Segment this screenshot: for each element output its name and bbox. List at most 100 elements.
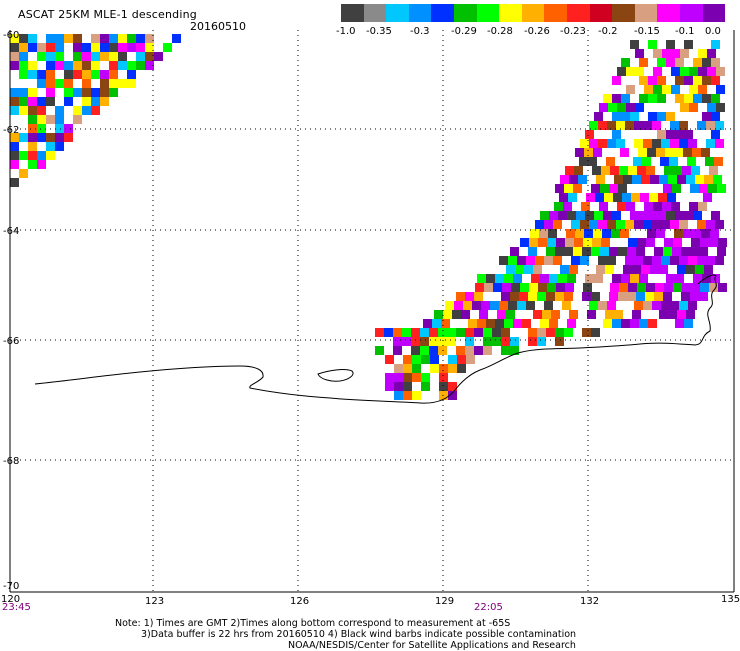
data-pixel: [488, 265, 497, 274]
data-pixel: [646, 238, 655, 247]
data-pixel: [448, 391, 457, 400]
data-pixel: [648, 94, 657, 103]
data-pixel: [641, 310, 650, 319]
data-pixel: [641, 265, 650, 274]
data-pixel: [637, 238, 646, 247]
data-pixel: [652, 220, 661, 229]
data-pixel: [403, 373, 412, 382]
data-pixel: [641, 175, 650, 184]
data-pixel: [706, 220, 715, 229]
data-pixel: [610, 283, 619, 292]
data-pixel: [707, 85, 716, 94]
data-pixel: [567, 319, 576, 328]
data-pixel: [677, 310, 686, 319]
data-pixel: [28, 160, 37, 169]
data-pixel: [688, 139, 697, 148]
data-pixel: [701, 229, 710, 238]
data-pixel: [19, 88, 28, 97]
data-pixel: [626, 202, 635, 211]
data-pixel: [661, 256, 670, 265]
data-pixel: [118, 61, 127, 70]
data-pixel: [617, 202, 626, 211]
data-pixel: [648, 40, 657, 49]
data-pixel: [529, 283, 538, 292]
data-pixel: [632, 265, 641, 274]
data-pixel: [450, 319, 459, 328]
data-pixel: [586, 193, 595, 202]
data-pixel: [37, 61, 46, 70]
data-pixel: [643, 139, 652, 148]
data-pixel: [91, 34, 100, 43]
data-pixel: [441, 319, 450, 328]
data-pixel: [100, 43, 109, 52]
data-pixel: [598, 301, 607, 310]
data-pixel: [447, 337, 456, 346]
data-pixel: [546, 328, 555, 337]
data-pixel: [420, 337, 429, 346]
data-pixel: [573, 184, 582, 193]
data-pixel: [492, 346, 501, 355]
data-pixel: [10, 133, 19, 142]
data-pixel: [546, 292, 555, 301]
data-pixel: [55, 43, 64, 52]
data-pixel: [674, 229, 683, 238]
data-pixel: [91, 97, 100, 106]
data-pixel: [587, 265, 596, 274]
data-pixel: [687, 157, 696, 166]
data-pixel: [662, 49, 671, 58]
data-pixel: [73, 52, 82, 61]
data-pixel: [510, 346, 519, 355]
data-pixel: [118, 79, 127, 88]
data-pixel: [664, 166, 673, 175]
data-pixel: [136, 61, 145, 70]
data-pixel: [627, 184, 636, 193]
data-pixel: [690, 184, 699, 193]
data-pixel: [714, 157, 723, 166]
data-pixel: [661, 220, 670, 229]
data-pixel: [569, 310, 578, 319]
data-pixel: [443, 310, 452, 319]
colorbar-label: -0.3: [410, 26, 430, 37]
data-pixel: [19, 160, 28, 169]
colorbar-swatch: [476, 4, 500, 22]
data-pixel: [692, 148, 701, 157]
data-pixel: [403, 355, 412, 364]
data-pixel: [109, 70, 118, 79]
data-pixel: [582, 247, 591, 256]
data-pixel: [681, 184, 690, 193]
data-pixel: [691, 283, 700, 292]
data-pixel: [643, 121, 652, 130]
data-pixel: [567, 274, 576, 283]
data-pixel: [556, 238, 565, 247]
data-pixel: [683, 148, 692, 157]
graticule: [10, 30, 734, 592]
data-pixel: [648, 112, 657, 121]
data-pixel: [663, 292, 672, 301]
data-pixel: [46, 88, 55, 97]
data-pixel: [73, 34, 82, 43]
data-pixel: [689, 67, 698, 76]
data-pixel: [28, 106, 37, 115]
data-pixel: [10, 34, 19, 43]
data-pixel: [634, 139, 643, 148]
data-pixel: [662, 67, 671, 76]
colorbar-swatch: [634, 4, 658, 22]
data-pixel: [524, 310, 533, 319]
data-pixel: [439, 364, 448, 373]
data-pixel: [10, 178, 19, 187]
data-pixel: [463, 301, 472, 310]
data-pixel: [612, 274, 621, 283]
colorbar-swatch: [499, 4, 522, 22]
data-pixel: [481, 301, 490, 310]
data-pixel: [625, 139, 634, 148]
data-pixel: [666, 130, 675, 139]
data-pixel: [528, 328, 537, 337]
data-pixel: [640, 193, 649, 202]
data-pixel: [82, 61, 91, 70]
data-pixel: [582, 292, 591, 301]
data-pixel: [127, 34, 136, 43]
data-pixel: [486, 274, 495, 283]
data-pixel: [618, 247, 627, 256]
lat-label-68: -68: [3, 456, 19, 467]
data-pixel: [492, 337, 501, 346]
